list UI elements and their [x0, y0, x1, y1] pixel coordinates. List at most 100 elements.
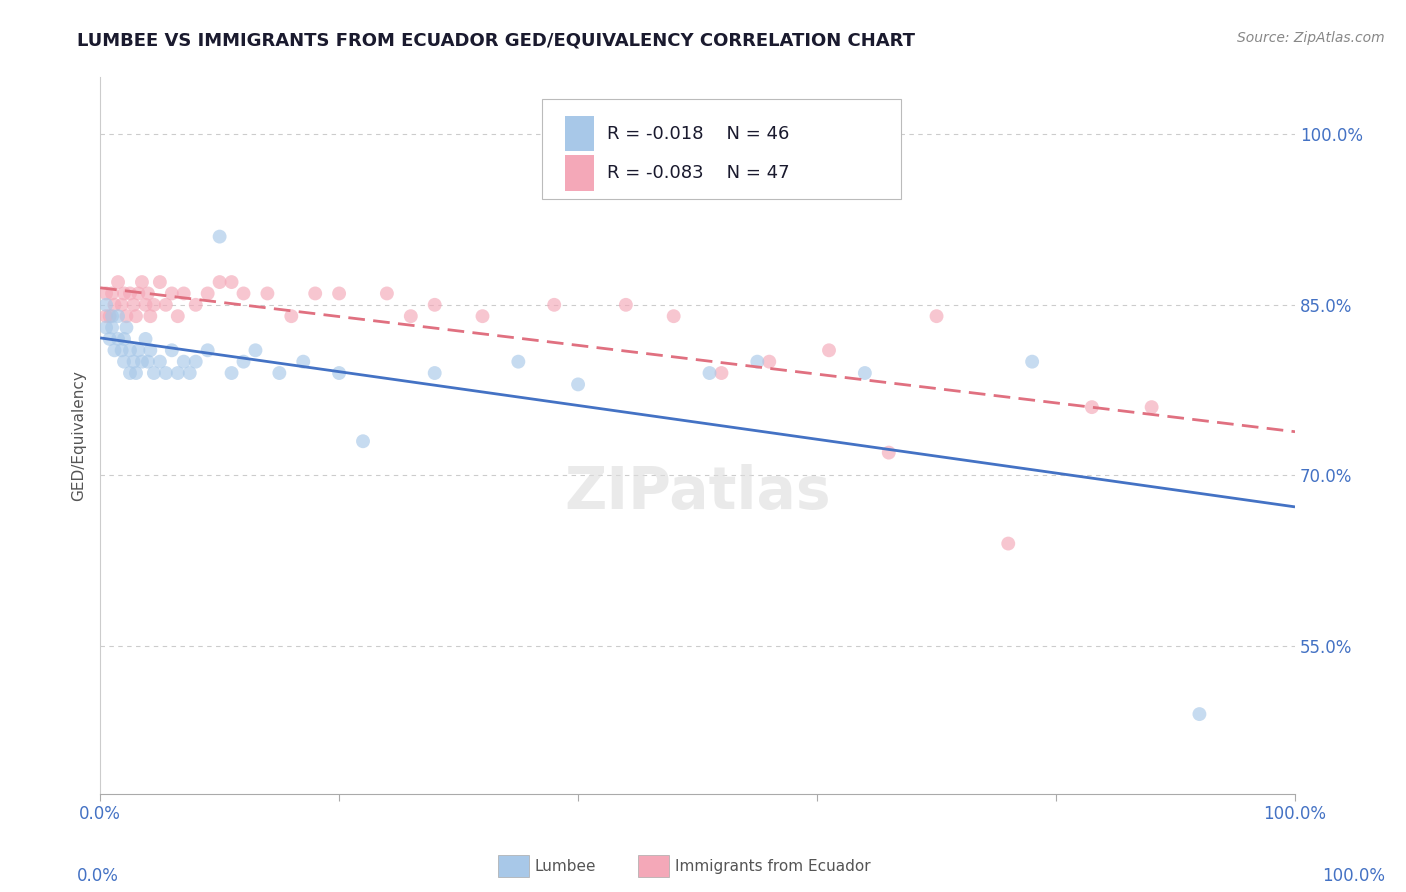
Point [292, 354, 315, 368]
Point [98, 332, 121, 346]
Text: R = -0.083    N = 47: R = -0.083 N = 47 [607, 164, 789, 182]
Point [142, 366, 165, 380]
Text: 0.0%: 0.0% [77, 867, 120, 885]
FancyBboxPatch shape [565, 116, 593, 152]
Y-axis label: GED/Equivalency: GED/Equivalency [72, 370, 86, 501]
Point [399, 309, 422, 323]
Point [166, 366, 188, 380]
Point [135, 298, 157, 312]
Point [352, 434, 374, 449]
Point [127, 343, 149, 358]
Point [101, 309, 124, 323]
Point [758, 354, 780, 368]
Point [136, 286, 159, 301]
Point [877, 445, 900, 459]
Point [118, 343, 141, 358]
Point [245, 343, 267, 358]
Point [221, 275, 243, 289]
Point [304, 286, 326, 301]
Point [423, 366, 446, 380]
Text: Immigrants from Ecuador: Immigrants from Ecuador [675, 859, 870, 873]
Point [997, 536, 1019, 550]
Point [699, 366, 721, 380]
Point [103, 298, 125, 312]
Point [122, 298, 145, 312]
Point [94, 286, 117, 301]
Point [543, 298, 565, 312]
Point [160, 286, 183, 301]
Point [208, 229, 231, 244]
Point [139, 343, 162, 358]
Point [101, 320, 124, 334]
Point [1021, 354, 1043, 368]
Point [853, 366, 876, 380]
Point [107, 309, 129, 323]
Point [232, 354, 254, 368]
Text: Lumbee: Lumbee [534, 859, 596, 873]
Point [127, 286, 149, 301]
Point [179, 366, 201, 380]
Point [135, 332, 157, 346]
Point [208, 275, 231, 289]
Point [118, 366, 141, 380]
Point [103, 343, 125, 358]
Point [112, 354, 135, 368]
Point [662, 309, 685, 323]
Point [471, 309, 494, 323]
Point [98, 309, 121, 323]
Point [173, 354, 195, 368]
Point [614, 298, 637, 312]
Point [94, 298, 117, 312]
Point [155, 366, 177, 380]
Text: Source: ZipAtlas.com: Source: ZipAtlas.com [1237, 31, 1385, 45]
Point [111, 343, 134, 358]
Point [328, 286, 350, 301]
Point [122, 354, 145, 368]
Point [125, 309, 148, 323]
Point [111, 298, 134, 312]
Point [166, 309, 188, 323]
Point [328, 366, 350, 380]
Point [107, 275, 129, 289]
Point [280, 309, 302, 323]
Point [818, 343, 841, 358]
Point [94, 309, 117, 323]
Point [184, 354, 207, 368]
Point [269, 366, 291, 380]
Point [256, 286, 278, 301]
Point [118, 286, 141, 301]
FancyBboxPatch shape [543, 99, 901, 199]
Point [131, 275, 153, 289]
Point [232, 286, 254, 301]
Point [112, 332, 135, 346]
Point [160, 343, 183, 358]
Point [423, 298, 446, 312]
Point [1188, 707, 1211, 722]
Point [508, 354, 530, 368]
Point [1140, 400, 1163, 414]
FancyBboxPatch shape [565, 155, 593, 191]
Text: R = -0.018    N = 46: R = -0.018 N = 46 [607, 125, 789, 143]
Point [567, 377, 589, 392]
Text: 100.0%: 100.0% [1322, 867, 1385, 885]
Point [149, 354, 172, 368]
Point [136, 354, 159, 368]
Text: LUMBEE VS IMMIGRANTS FROM ECUADOR GED/EQUIVALENCY CORRELATION CHART: LUMBEE VS IMMIGRANTS FROM ECUADOR GED/EQ… [77, 31, 915, 49]
Point [107, 332, 129, 346]
Point [184, 298, 207, 312]
Point [142, 298, 165, 312]
Point [112, 286, 135, 301]
Point [747, 354, 769, 368]
Point [925, 309, 948, 323]
Point [115, 320, 138, 334]
Point [139, 309, 162, 323]
Point [149, 275, 172, 289]
Point [173, 286, 195, 301]
Point [221, 366, 243, 380]
Point [125, 366, 148, 380]
Point [115, 309, 138, 323]
Point [1081, 400, 1104, 414]
Text: ZIPatlas: ZIPatlas [564, 465, 831, 521]
Point [94, 320, 117, 334]
Point [101, 286, 124, 301]
